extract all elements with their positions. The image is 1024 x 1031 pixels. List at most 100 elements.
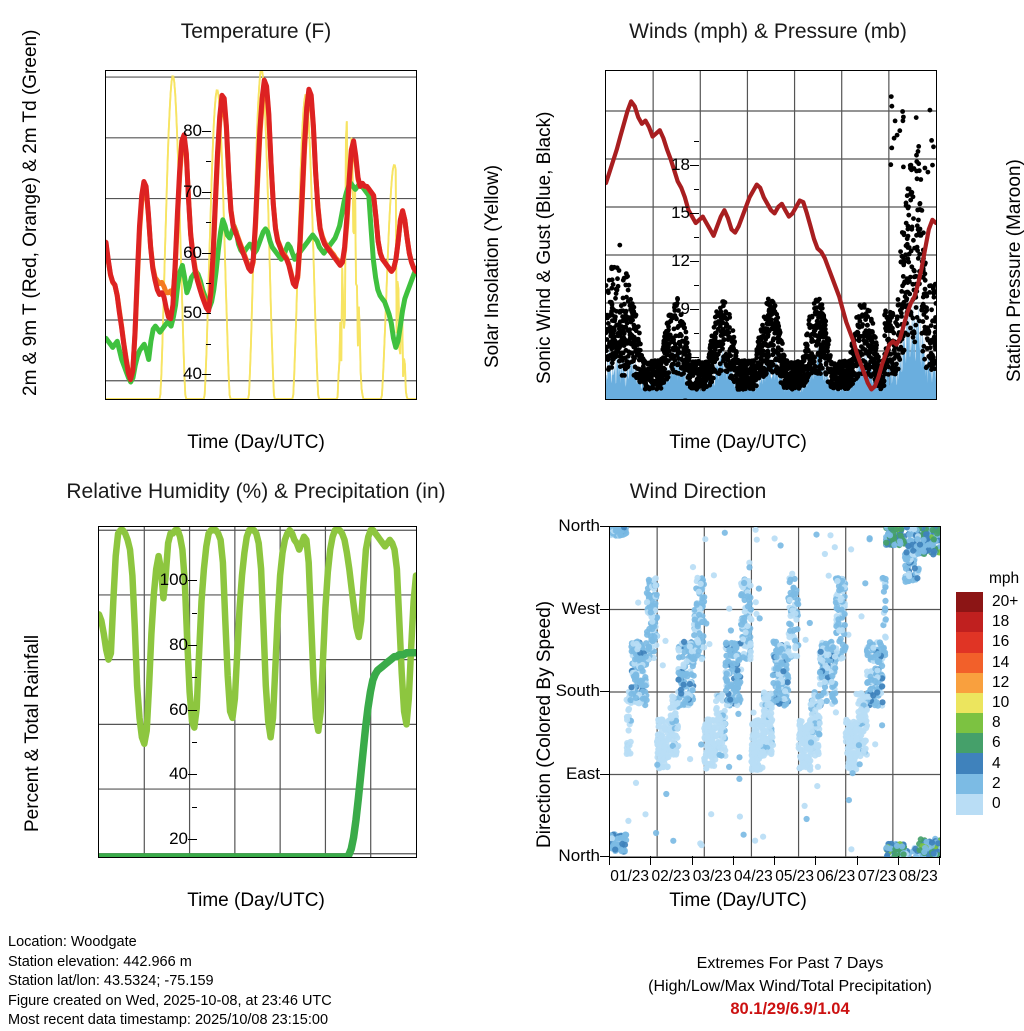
wind-direction-xlabel: Time (Day/UTC): [482, 890, 994, 912]
minor-tick: [694, 285, 699, 286]
minor-tick: [694, 237, 699, 238]
temperature-ylabel: 2m & 9m T (Red, Orange) & 2m Td (Green): [20, 30, 42, 396]
x-tick: [733, 856, 734, 865]
panel-winds: Winds (mph) & Pressure (mb) Sonic Wind &…: [512, 16, 1024, 460]
temperature-title: Temperature (F): [0, 20, 512, 44]
minor-tick: [694, 141, 699, 142]
tick: [600, 609, 609, 610]
tick: [188, 710, 197, 711]
x-tick: [857, 856, 858, 865]
tick: [188, 839, 197, 840]
minor-tick: [694, 333, 699, 334]
colorbar-tick-label: 0: [992, 795, 1001, 813]
tsvg-ytick: 80: [183, 121, 202, 141]
colorbar-tick-label: 14: [992, 654, 1009, 672]
humidity-title: Relative Humidity (%) & Precipitation (i…: [0, 480, 512, 504]
wind-direction-xtick: 08/23: [899, 868, 938, 886]
station-info: Location: Woodgate Station elevation: 44…: [8, 933, 332, 1031]
colorbar-tick-label: 18: [992, 613, 1009, 631]
x-tick: [609, 856, 610, 865]
x-tick: [774, 856, 775, 865]
minor-tick: [192, 677, 197, 678]
minor-tick: [206, 222, 211, 223]
minor-tick: [694, 381, 699, 382]
temperature-xlabel: Time (Day/UTC): [0, 432, 512, 454]
colorbar-tick-label: 2: [992, 775, 1001, 793]
winds-y2label: Station Pressure (Maroon): [1004, 159, 1024, 382]
tick: [600, 691, 609, 692]
winds-title: Winds (mph) & Pressure (mb): [512, 20, 1024, 44]
wind-direction-title: Wind Direction: [442, 480, 954, 504]
humidity-svg: [99, 527, 416, 857]
wind-direction-xtick: 04/23: [734, 868, 773, 886]
tick: [690, 357, 699, 358]
minor-tick: [206, 283, 211, 284]
x-tick: [939, 856, 940, 865]
humidity-xlabel: Time (Day/UTC): [0, 890, 512, 912]
tsvg-ytick: 50: [183, 303, 202, 323]
winds-svg: [606, 71, 936, 399]
colorbar-tick-label: 12: [992, 674, 1009, 692]
minor-tick: [192, 742, 197, 743]
colorbar-segment: [956, 653, 983, 674]
panel-wind-direction: Wind Direction Direction (Colored By Spe…: [512, 476, 1024, 920]
wind-direction-ytick: West: [562, 599, 600, 619]
tick: [690, 261, 699, 262]
wind-direction-ytick: North: [558, 516, 600, 536]
minor-tick: [206, 344, 211, 345]
tick: [202, 253, 211, 254]
data-timestamp: Most recent data timestamp: 2025/10/08 2…: [8, 1011, 332, 1031]
tsvg-ytick: 70: [183, 182, 202, 202]
colorbar-segment: [956, 592, 983, 613]
tick: [600, 856, 609, 857]
minor-tick: [192, 807, 197, 808]
minor-tick: [206, 161, 211, 162]
wsvg-ytick: 15: [671, 203, 690, 223]
wind-direction-xtick: 03/23: [693, 868, 732, 886]
temperature-y2label: Solar Insolation (Yellow): [482, 165, 504, 368]
wind-direction-xtick: 06/23: [816, 868, 855, 886]
tick: [600, 526, 609, 527]
humidity-ylabel: Percent & Total Rainfall: [22, 635, 44, 832]
tick: [202, 313, 211, 314]
tick: [202, 131, 211, 132]
wind-direction-xtick: 02/23: [651, 868, 690, 886]
extremes-heading: Extremes For Past 7 Days: [600, 952, 980, 975]
wind-direction-xtick: 07/23: [858, 868, 897, 886]
wind-direction-ytick: East: [566, 764, 600, 784]
minor-tick: [192, 613, 197, 614]
colorbar-segment: [956, 673, 983, 694]
colorbar-tick-label: 6: [992, 734, 1001, 752]
wsvg-ytick: 12: [671, 251, 690, 271]
hsvg-ytick: 60: [169, 700, 188, 720]
wsvg-ytick: 6: [681, 347, 690, 367]
wsvg-ytick: 9: [681, 299, 690, 319]
wind-direction-plot: [609, 526, 941, 858]
tick: [188, 580, 197, 581]
tick: [600, 774, 609, 775]
figure-created: Figure created on Wed, 2025-10-08, at 23…: [8, 992, 332, 1012]
tsvg-ytick: 40: [183, 364, 202, 384]
hsvg-ytick: 40: [169, 764, 188, 784]
colorbar-tick-label: 20+: [992, 593, 1018, 611]
colorbar-segment: [956, 753, 983, 774]
colorbar-segment: [956, 774, 983, 795]
colorbar-tick-label: 10: [992, 694, 1009, 712]
x-tick: [692, 856, 693, 865]
tick: [188, 774, 197, 775]
colorbar-segment: [956, 733, 983, 754]
wind-direction-xtick: 01/23: [610, 868, 649, 886]
humidity-plot: 0204060801000.00.30.60.91.21.501/2302/23…: [98, 526, 417, 858]
tsvg-ytick: 60: [183, 243, 202, 263]
extremes-subheading: (High/Low/Max Wind/Total Precipitation): [600, 975, 980, 998]
temperature-plot: 304050607080020040060001/2302/2303/2304/…: [105, 70, 417, 400]
colorbar-segment: [956, 794, 983, 815]
colorbar-tick-label: 8: [992, 714, 1001, 732]
wind-direction-ylabel: Direction (Colored By Speed): [534, 601, 556, 848]
colorbar-segment: [956, 693, 983, 714]
colorbar-unit-label: mph: [989, 570, 1019, 588]
colorbar-tick-label: 4: [992, 755, 1001, 773]
tick: [690, 309, 699, 310]
winds-plot: 036912151896096396696997297597801/2302/2…: [605, 70, 937, 400]
tick: [202, 374, 211, 375]
